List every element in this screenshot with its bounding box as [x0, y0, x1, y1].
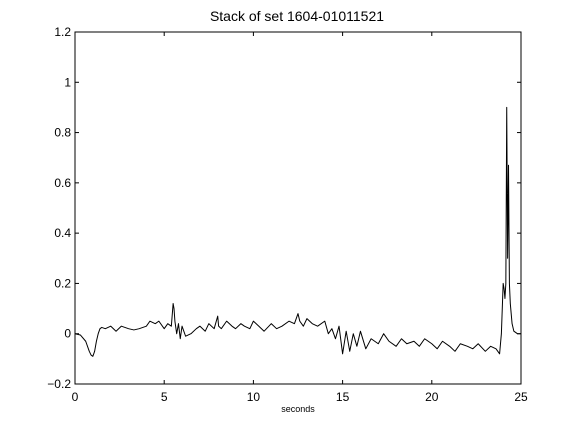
y-tick-label: 1 — [64, 75, 71, 89]
x-tick-label: 25 — [514, 390, 528, 404]
x-axis: 0 5 10 15 20 25 — [72, 32, 528, 404]
y-tick-label: −0.2 — [47, 377, 71, 391]
series-line — [74, 106, 521, 357]
y-tick-label: 0.8 — [54, 126, 71, 140]
y-tick-label: 0.6 — [54, 176, 71, 190]
x-tick-label: 15 — [336, 390, 350, 404]
x-tick-label: 10 — [247, 390, 261, 404]
plot-area — [74, 31, 522, 385]
y-axis: −0.2 0 0.2 0.4 0.6 0.8 1 1.2 — [47, 25, 521, 391]
series-layer — [74, 106, 521, 357]
y-tick-label: 0 — [64, 327, 71, 341]
x-axis-label: seconds — [281, 404, 315, 414]
x-tick-label: 5 — [161, 390, 168, 404]
y-tick-label: 1.2 — [54, 25, 71, 39]
y-tick-label: 0.4 — [54, 226, 71, 240]
plot-frame — [74, 31, 522, 385]
chart-title: Stack of set 1604-01011521 — [210, 8, 384, 24]
x-tick-label: 20 — [425, 390, 439, 404]
y-tick-label: 0.2 — [54, 276, 71, 290]
x-tick-label: 0 — [72, 390, 79, 404]
